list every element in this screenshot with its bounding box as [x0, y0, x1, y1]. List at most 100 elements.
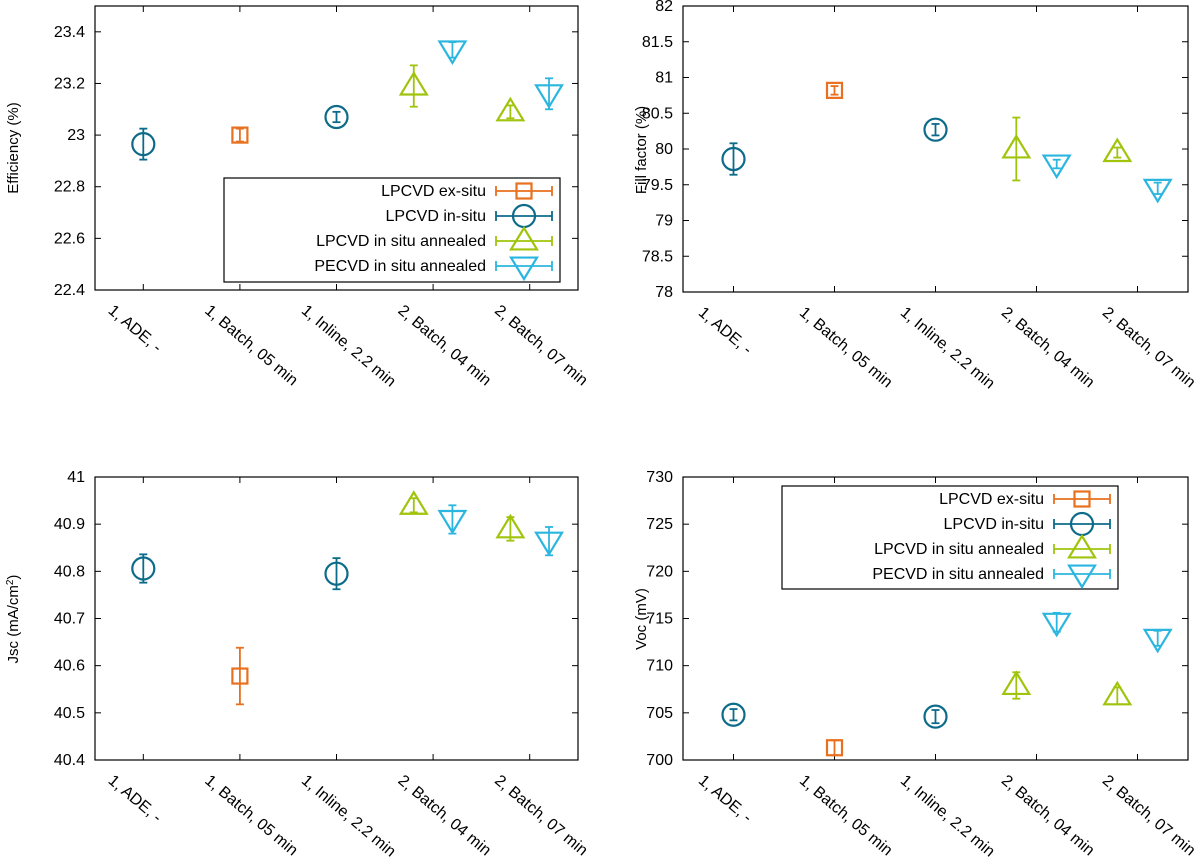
y-axis-label-tail: ) — [5, 575, 22, 580]
y-axis-label: Voc (mV) — [633, 588, 650, 650]
y-axis-label: Fill factor (%) — [633, 106, 650, 194]
x-tick-label: 2, Batch, 04 min — [395, 772, 495, 859]
x-tick-label: 1, Batch, 05 min — [796, 772, 896, 859]
series-lpcvd_ex — [231, 126, 249, 144]
x-tick-label: 2, Batch, 04 min — [395, 302, 495, 389]
data-point-triangle-up — [1102, 137, 1133, 163]
y-tick-label: 40.6 — [54, 658, 85, 675]
data-point-triangle-up — [495, 96, 526, 122]
data-point-circle — [131, 556, 156, 581]
data-point-triangle-down — [534, 84, 564, 109]
y-axis-label: Efficiency (%) — [5, 102, 22, 193]
y-tick-label: 80 — [655, 141, 673, 158]
data-point-circle — [923, 117, 948, 142]
x-tick-label: 2, Batch, 07 min — [491, 302, 591, 389]
x-tick-label: 1, Inline, 2.2 min — [298, 302, 399, 390]
legend-marker-triangle-up — [509, 225, 539, 251]
y-tick-label: 710 — [646, 658, 673, 675]
y-tick-label: 80.5 — [642, 105, 673, 122]
series-lpcvd_in — [721, 702, 948, 729]
legend-label: LPCVD in-situ — [944, 516, 1044, 533]
legend-marker-triangle-down — [509, 256, 539, 282]
y-tick-label: 23 — [67, 127, 85, 144]
x-tick-label: 1, ADE, - — [105, 772, 165, 826]
legend: LPCVD ex-situ LPCVD in-situ LPCVD in situ … — [223, 177, 561, 283]
y-tick-label: 22.4 — [54, 282, 85, 299]
y-tick-label: 81 — [655, 70, 673, 87]
x-tick-label: 1, Batch, 05 min — [796, 304, 896, 391]
x-tick-label: 1, Inline, 2.2 min — [897, 772, 998, 860]
y-tick-label: 79.5 — [642, 177, 673, 194]
y-tick-label: 40.4 — [54, 752, 85, 769]
data-point-triangle-up — [1102, 680, 1133, 706]
x-tick-label: 1, Inline, 2.2 min — [897, 304, 998, 392]
series-lpcvd_ann — [1001, 670, 1133, 706]
x-tick-label: 1, ADE, - — [105, 302, 165, 356]
chart-panel-fillfactor: 78 78.5 79 79.5 80 80.5 81 81.5 82 1, ADE, - 1, Ba… — [633, 0, 1198, 393]
x-tick-label: 2, Batch, 04 min — [998, 772, 1098, 859]
data-point-triangle-up — [1001, 133, 1032, 159]
y-axis-label-superscript: 2 — [5, 579, 16, 585]
y-tick-label: 725 — [646, 516, 673, 533]
data-point-square — [825, 81, 844, 99]
y-tick-label: 720 — [646, 563, 673, 580]
y-tick-label: 705 — [646, 705, 673, 722]
y-tick-label: 40.5 — [54, 705, 85, 722]
x-tick-label: 1, ADE, - — [695, 772, 755, 826]
series-lpcvd_in — [131, 104, 349, 161]
x-tick-label: 2, Batch, 04 min — [998, 304, 1098, 391]
chart-panel-jsc: 40.4 40.5 40.6 40.7 40.8 40.9 41 1, ADE, - 1, Ba… — [5, 469, 591, 861]
plot-frame — [94, 476, 579, 761]
legend-label: LPCVD in-situ — [386, 208, 486, 225]
series-lpcvd_ex — [231, 646, 249, 706]
x-tick-label: 1, Batch, 05 min — [201, 302, 301, 389]
data-point-triangle-down — [1041, 154, 1072, 180]
y-tick-label: 715 — [646, 611, 673, 628]
legend-label: LPCVD in situ annealed — [316, 233, 486, 250]
legend-marker-triangle-down — [1067, 564, 1097, 590]
legend-marker-triangle-up — [1067, 533, 1097, 559]
x-tick-label: 1, Inline, 2.2 min — [298, 772, 399, 860]
x-tick-label: 2, Batch, 07 min — [1099, 772, 1199, 859]
data-point-triangle-down — [437, 509, 468, 535]
series-lpcvd_ann — [398, 490, 526, 542]
data-point-triangle-down — [534, 531, 564, 557]
legend-box — [781, 485, 1119, 590]
y-tick-label: 23.4 — [54, 24, 85, 41]
data-point-circle — [131, 132, 156, 157]
data-point-square — [825, 739, 844, 757]
data-point-triangle-up — [495, 513, 526, 539]
y-tick-label: 23.2 — [54, 75, 85, 92]
data-point-triangle-down — [1041, 612, 1072, 638]
series-lpcvd_ann — [398, 64, 526, 122]
series-lpcvd_ann — [1001, 116, 1133, 182]
chart-panel-voc: 700 705 710 715 720 725 730 1, ADE, - 1, Batch, … — [633, 469, 1198, 861]
data-point-circle — [324, 104, 349, 130]
data-point-circle — [324, 561, 349, 586]
y-tick-label: 81.5 — [642, 34, 673, 51]
y-tick-label: 22.6 — [54, 230, 85, 247]
series-pecvd_ann — [1041, 154, 1173, 204]
series-pecvd_ann — [437, 40, 564, 111]
y-tick-label: 40.8 — [54, 563, 85, 580]
chart-panel-efficiency: 22.4 22.6 22.8 23 23.2 23.4 1, ADE, - 1, Batch,… — [5, 5, 591, 391]
data-point-triangle-down — [1142, 628, 1173, 654]
y-tick-label: 82 — [655, 0, 673, 15]
y-tick-label: 79 — [655, 213, 673, 230]
y-axis-label: Jsc (mA/cm2) — [5, 575, 23, 664]
data-point-triangle-up — [398, 490, 429, 515]
series-lpcvd_ex — [825, 81, 844, 99]
y-tick-label: 78.5 — [642, 248, 673, 265]
series-lpcvd_ex — [825, 739, 844, 757]
data-point-circle — [721, 702, 746, 727]
y-tick-label: 22.8 — [54, 179, 85, 196]
series-pecvd_ann — [1041, 611, 1173, 654]
legend-label: LPCVD ex-situ — [939, 491, 1044, 508]
x-tick-label: 2, Batch, 07 min — [491, 772, 591, 859]
series-lpcvd_in — [721, 117, 948, 176]
data-point-square — [231, 667, 249, 685]
y-tick-label: 41 — [67, 469, 85, 486]
y-tick-label: 40.9 — [54, 516, 85, 533]
data-point-circle — [923, 704, 948, 729]
